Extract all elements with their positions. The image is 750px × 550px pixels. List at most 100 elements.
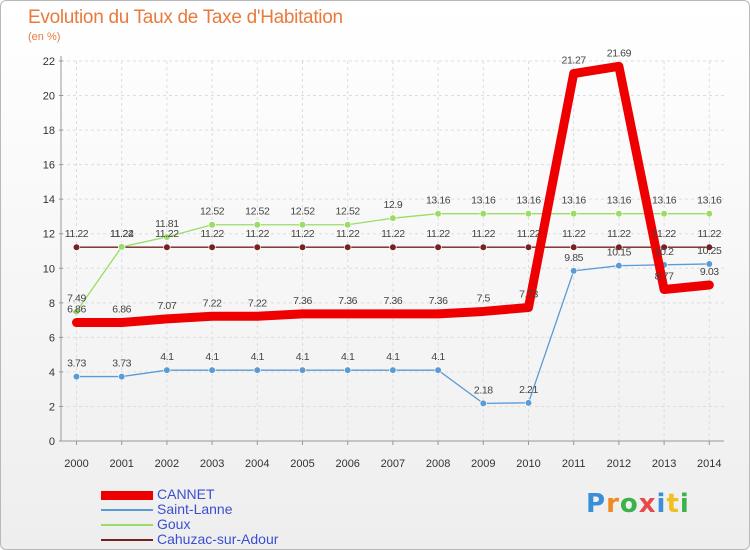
data-label-goux: 12.52 [290, 206, 315, 218]
data-label-cannet: 7.07 [157, 300, 176, 312]
data-point-goux [298, 221, 307, 229]
data-point-goux [479, 210, 487, 218]
logo-letter: r [606, 489, 620, 519]
data-point-cahuzac-sur-adour [660, 243, 668, 251]
legend-swatch-cahuzac-sur-adour [101, 539, 153, 541]
data-label-cahuzac-sur-adour: 11.22 [607, 228, 631, 240]
data-point-cahuzac-sur-adour [434, 243, 442, 251]
data-label-goux: 11.24 [110, 228, 134, 240]
data-label-goux: 13.16 [562, 195, 587, 207]
data-point-cahuzac-sur-adour [208, 243, 216, 251]
logo-letter: i [656, 489, 667, 519]
data-label-cannet: 21.69 [607, 47, 632, 59]
data-label-goux: 13.16 [652, 195, 677, 207]
data-label-saint-lanne: 3.73 [67, 358, 86, 370]
data-point-goux [524, 210, 533, 218]
y-tick-label: 0 [49, 436, 55, 448]
y-tick-label: 20 [43, 91, 55, 103]
data-label-goux: 12.52 [200, 206, 225, 218]
x-tick-label: 2008 [426, 458, 450, 470]
axis-layer: 0 2 4 6 8 10 12 14 16 18 20 22 2000 2001 2002 2003 2004 2… [43, 56, 724, 470]
x-tick-label: 2003 [200, 458, 224, 470]
data-label-cahuzac-sur-adour: 11.22 [562, 228, 586, 240]
proxiti-logo: Proxiti [586, 489, 690, 519]
legend-label-cahuzac-sur-adour: Cahuzac-sur-Adour [157, 531, 279, 547]
data-point-cahuzac-sur-adour [298, 243, 307, 251]
legend-swatch-goux [101, 524, 153, 526]
data-label-goux: 12.52 [336, 206, 361, 218]
data-point-goux [615, 210, 623, 218]
data-label-layer: 11.22 11.22 11.22 11.22 11.22 11.22 11.22 11.22… [65, 47, 723, 396]
data-point-saint-lanne [344, 366, 352, 374]
data-label-goux: 7.49 [67, 293, 86, 305]
data-label-cahuzac-sur-adour: 11.22 [426, 228, 450, 240]
data-label-saint-lanne: 4.1 [296, 351, 310, 363]
series-line-cannet [72, 61, 714, 328]
data-label-cahuzac-sur-adour: 11.22 [698, 228, 722, 240]
data-label-goux: 11.81 [155, 218, 179, 230]
data-label-cahuzac-sur-adour: 11.22 [472, 228, 496, 240]
data-label-cahuzac-sur-adour: 11.22 [291, 228, 315, 240]
data-point-saint-lanne [389, 366, 397, 374]
data-point-saint-lanne [615, 262, 623, 270]
data-label-goux: 13.16 [516, 195, 541, 207]
data-point-cahuzac-sur-adour [524, 243, 533, 251]
data-point-cahuzac-sur-adour [72, 243, 81, 251]
data-point-goux [660, 210, 668, 218]
data-label-cannet: 9.03 [700, 266, 719, 278]
data-label-cannet: 7.22 [203, 297, 222, 309]
data-point-goux [344, 221, 352, 229]
y-tick-label: 4 [49, 367, 55, 379]
data-label-cahuzac-sur-adour: 11.22 [246, 228, 270, 240]
data-label-cahuzac-sur-adour: 11.22 [155, 228, 179, 240]
data-label-cannet: 7.36 [429, 295, 448, 307]
data-label-cahuzac-sur-adour: 11.22 [336, 228, 360, 240]
data-point-saint-lanne [253, 366, 261, 374]
data-label-saint-lanne: 10.2 [655, 246, 674, 258]
data-label-saint-lanne: 2.21 [519, 384, 538, 396]
legend-label-saint-lanne: Saint-Lanne [157, 501, 233, 517]
data-point-cahuzac-sur-adour [705, 243, 713, 251]
y-tick-label: 12 [43, 229, 55, 241]
x-tick-label: 2007 [381, 458, 405, 470]
data-point-goux [389, 214, 397, 222]
data-label-cahuzac-sur-adour: 11.22 [65, 228, 89, 240]
legend-swatch-cannet [101, 490, 153, 500]
data-label-saint-lanne: 9.85 [564, 252, 583, 264]
data-point-cahuzac-sur-adour [389, 243, 397, 251]
data-label-cannet: 7.36 [338, 295, 357, 307]
data-label-cahuzac-sur-adour: 11.22 [517, 228, 541, 240]
legend-swatch-saint-lanne [101, 509, 153, 511]
data-point-saint-lanne [479, 399, 487, 407]
data-label-saint-lanne: 10.15 [607, 247, 632, 259]
data-label-saint-lanne: 4.1 [386, 351, 400, 363]
data-label-saint-lanne: 3.73 [112, 358, 131, 370]
data-point-cahuzac-sur-adour [344, 243, 352, 251]
y-tick-label: 22 [43, 56, 55, 68]
y-tick-label: 14 [43, 194, 55, 206]
data-label-cannet: 7.22 [248, 297, 267, 309]
data-point-saint-lanne [705, 260, 713, 268]
data-point-saint-lanne [208, 366, 216, 374]
x-tick-label: 2006 [335, 458, 359, 470]
data-point-saint-lanne [118, 372, 126, 381]
data-label-cannet: 7.5 [477, 292, 491, 304]
data-label-goux: 12.9 [383, 199, 402, 211]
logo-letter: x [638, 489, 657, 519]
data-label-cannet: 8.77 [655, 271, 674, 283]
x-tick-label: 2010 [516, 458, 540, 470]
data-label-saint-lanne: 2.18 [474, 384, 493, 396]
data-label-saint-lanne: 10.25 [697, 245, 722, 257]
logo-letter: t [666, 489, 680, 519]
y-tick-label: 18 [43, 125, 55, 137]
data-point-goux [72, 308, 81, 316]
logo-letter: o [619, 489, 639, 519]
data-label-cannet: 7.36 [383, 295, 402, 307]
data-label-cannet: 7.73 [519, 288, 538, 300]
x-tick-label: 2001 [109, 458, 133, 470]
data-label-cannet: 6.86 [112, 304, 131, 316]
y-tick-label: 8 [49, 298, 55, 310]
data-point-saint-lanne [298, 366, 307, 374]
data-label-cahuzac-sur-adour: 11.22 [200, 228, 224, 240]
